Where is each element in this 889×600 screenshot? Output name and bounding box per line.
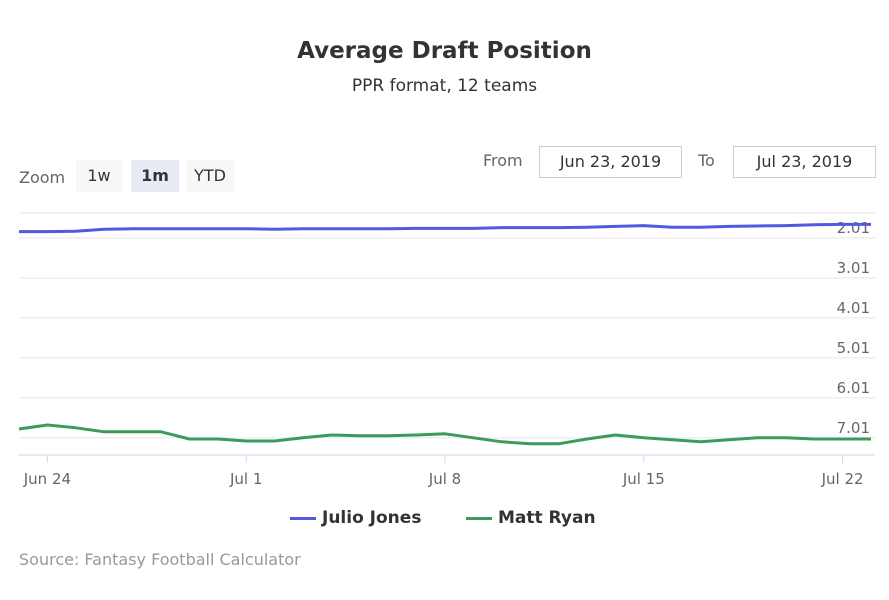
to-label: To (698, 151, 715, 170)
y-tick-label: 6.01 (837, 379, 870, 397)
zoom-label: Zoom (19, 168, 66, 187)
x-tick-label: Jul 1 (229, 470, 262, 488)
legend-label: Matt Ryan (498, 508, 596, 528)
range-button-ytd[interactable]: YTD (186, 160, 234, 192)
legend-item-matt-ryan[interactable]: Matt Ryan (466, 508, 596, 528)
credits: Source: Fantasy Football Calculator (19, 550, 301, 569)
range-button-1w[interactable]: 1w (76, 160, 122, 192)
range-button-1m[interactable]: 1m (131, 160, 179, 192)
y-tick-label: 7.01 (837, 419, 870, 437)
y-tick-label: 5.01 (837, 339, 870, 357)
chart-subtitle: PPR format, 12 teams (351, 76, 538, 96)
y-tick-label: 4.01 (837, 299, 870, 317)
from-date-input[interactable]: Jun 23, 2019 (539, 146, 682, 178)
x-tick-label: Jun 24 (23, 470, 71, 488)
x-tick-label: Jul 22 (821, 470, 864, 488)
legend-symbol (466, 516, 492, 520)
to-date-input[interactable]: Jul 23, 2019 (733, 146, 876, 178)
legend-symbol (290, 516, 316, 520)
y-tick-label: 3.01 (837, 259, 870, 277)
series-line-matt-ryan (18, 423, 871, 446)
legend-item-julio-jones[interactable]: Julio Jones (290, 508, 421, 528)
series-line-julio-jones (19, 222, 871, 234)
x-tick-label: Jul 15 (622, 470, 665, 488)
chart-title: Average Draft Position (297, 38, 592, 64)
legend-label: Julio Jones (322, 508, 422, 528)
y-tick-label: 2.01 (837, 219, 870, 237)
from-label: From (483, 151, 523, 170)
x-tick-label: Jul 8 (428, 470, 461, 488)
